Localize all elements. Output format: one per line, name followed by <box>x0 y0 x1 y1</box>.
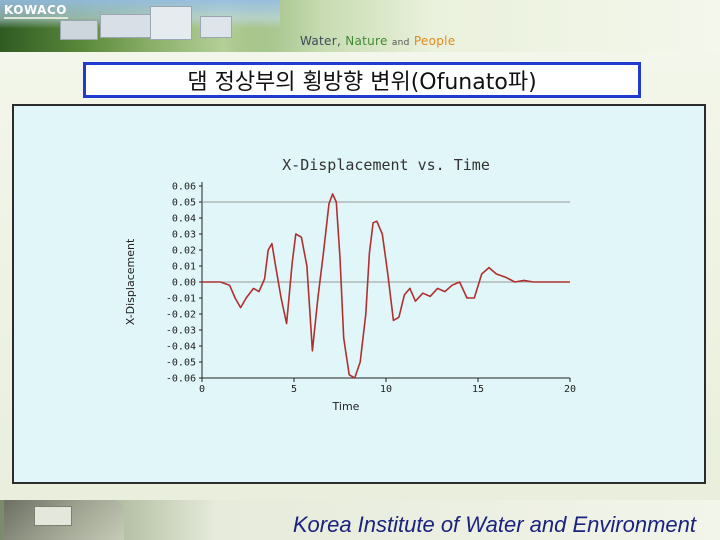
kowaco-logo: KOWACO <box>4 3 67 17</box>
y-tick-label: -0.05 <box>166 358 196 369</box>
header-banner: KOWACO Water, Nature and People <box>0 0 720 52</box>
chart-title: X-Displacement vs. Time <box>282 156 490 174</box>
floppy-slot <box>34 506 72 526</box>
building-image <box>100 14 158 38</box>
x-tick-label: 15 <box>472 384 484 395</box>
x-tick-label: 5 <box>291 384 297 395</box>
x-tick-label: 20 <box>564 384 576 395</box>
y-tick-label: -0.03 <box>166 326 196 337</box>
building-image <box>150 6 192 40</box>
slide-title: 댐 정상부의 횡방향 변위(Ofunato파) <box>83 62 641 98</box>
y-tick-label: -0.01 <box>166 294 196 305</box>
institute-name: Korea Institute of Water and Environment <box>292 512 696 537</box>
chart-frame: X-Displacement vs. Time 0.06 0.05 0.04 0.03 0… <box>12 104 706 484</box>
y-tick-label: -0.06 <box>166 374 196 385</box>
tagline: Water, Nature and People <box>300 34 455 48</box>
y-axis-label: X-Displacement <box>124 238 137 325</box>
displacement-series-line <box>202 193 570 379</box>
tagline-word: Water, <box>300 34 342 48</box>
x-tick-label: 0 <box>199 384 205 395</box>
tagline-word: Nature <box>345 34 388 48</box>
x-tick-label: 10 <box>380 384 392 395</box>
tagline-word: People <box>413 34 456 48</box>
logo-underline <box>4 17 68 19</box>
y-tick-label: 0.04 <box>172 214 196 225</box>
displacement-chart: X-Displacement vs. Time 0.06 0.05 0.04 0.03 0… <box>124 156 576 413</box>
y-tick-label: 0.01 <box>172 262 196 273</box>
banner-photo <box>0 0 280 52</box>
y-tick-label: 0.02 <box>172 246 196 257</box>
y-tick-label: 0.05 <box>172 198 196 209</box>
building-image <box>200 16 232 38</box>
y-tick-label: -0.02 <box>166 310 196 321</box>
y-tick-label: 0.06 <box>172 182 196 193</box>
building-image <box>60 20 98 40</box>
y-tick-label: 0.03 <box>172 230 196 241</box>
y-tick-label: 0.00 <box>172 278 196 289</box>
y-tick-label: -0.04 <box>166 342 196 353</box>
tagline-word: and <box>391 38 410 48</box>
x-axis-label: Time <box>332 400 360 413</box>
